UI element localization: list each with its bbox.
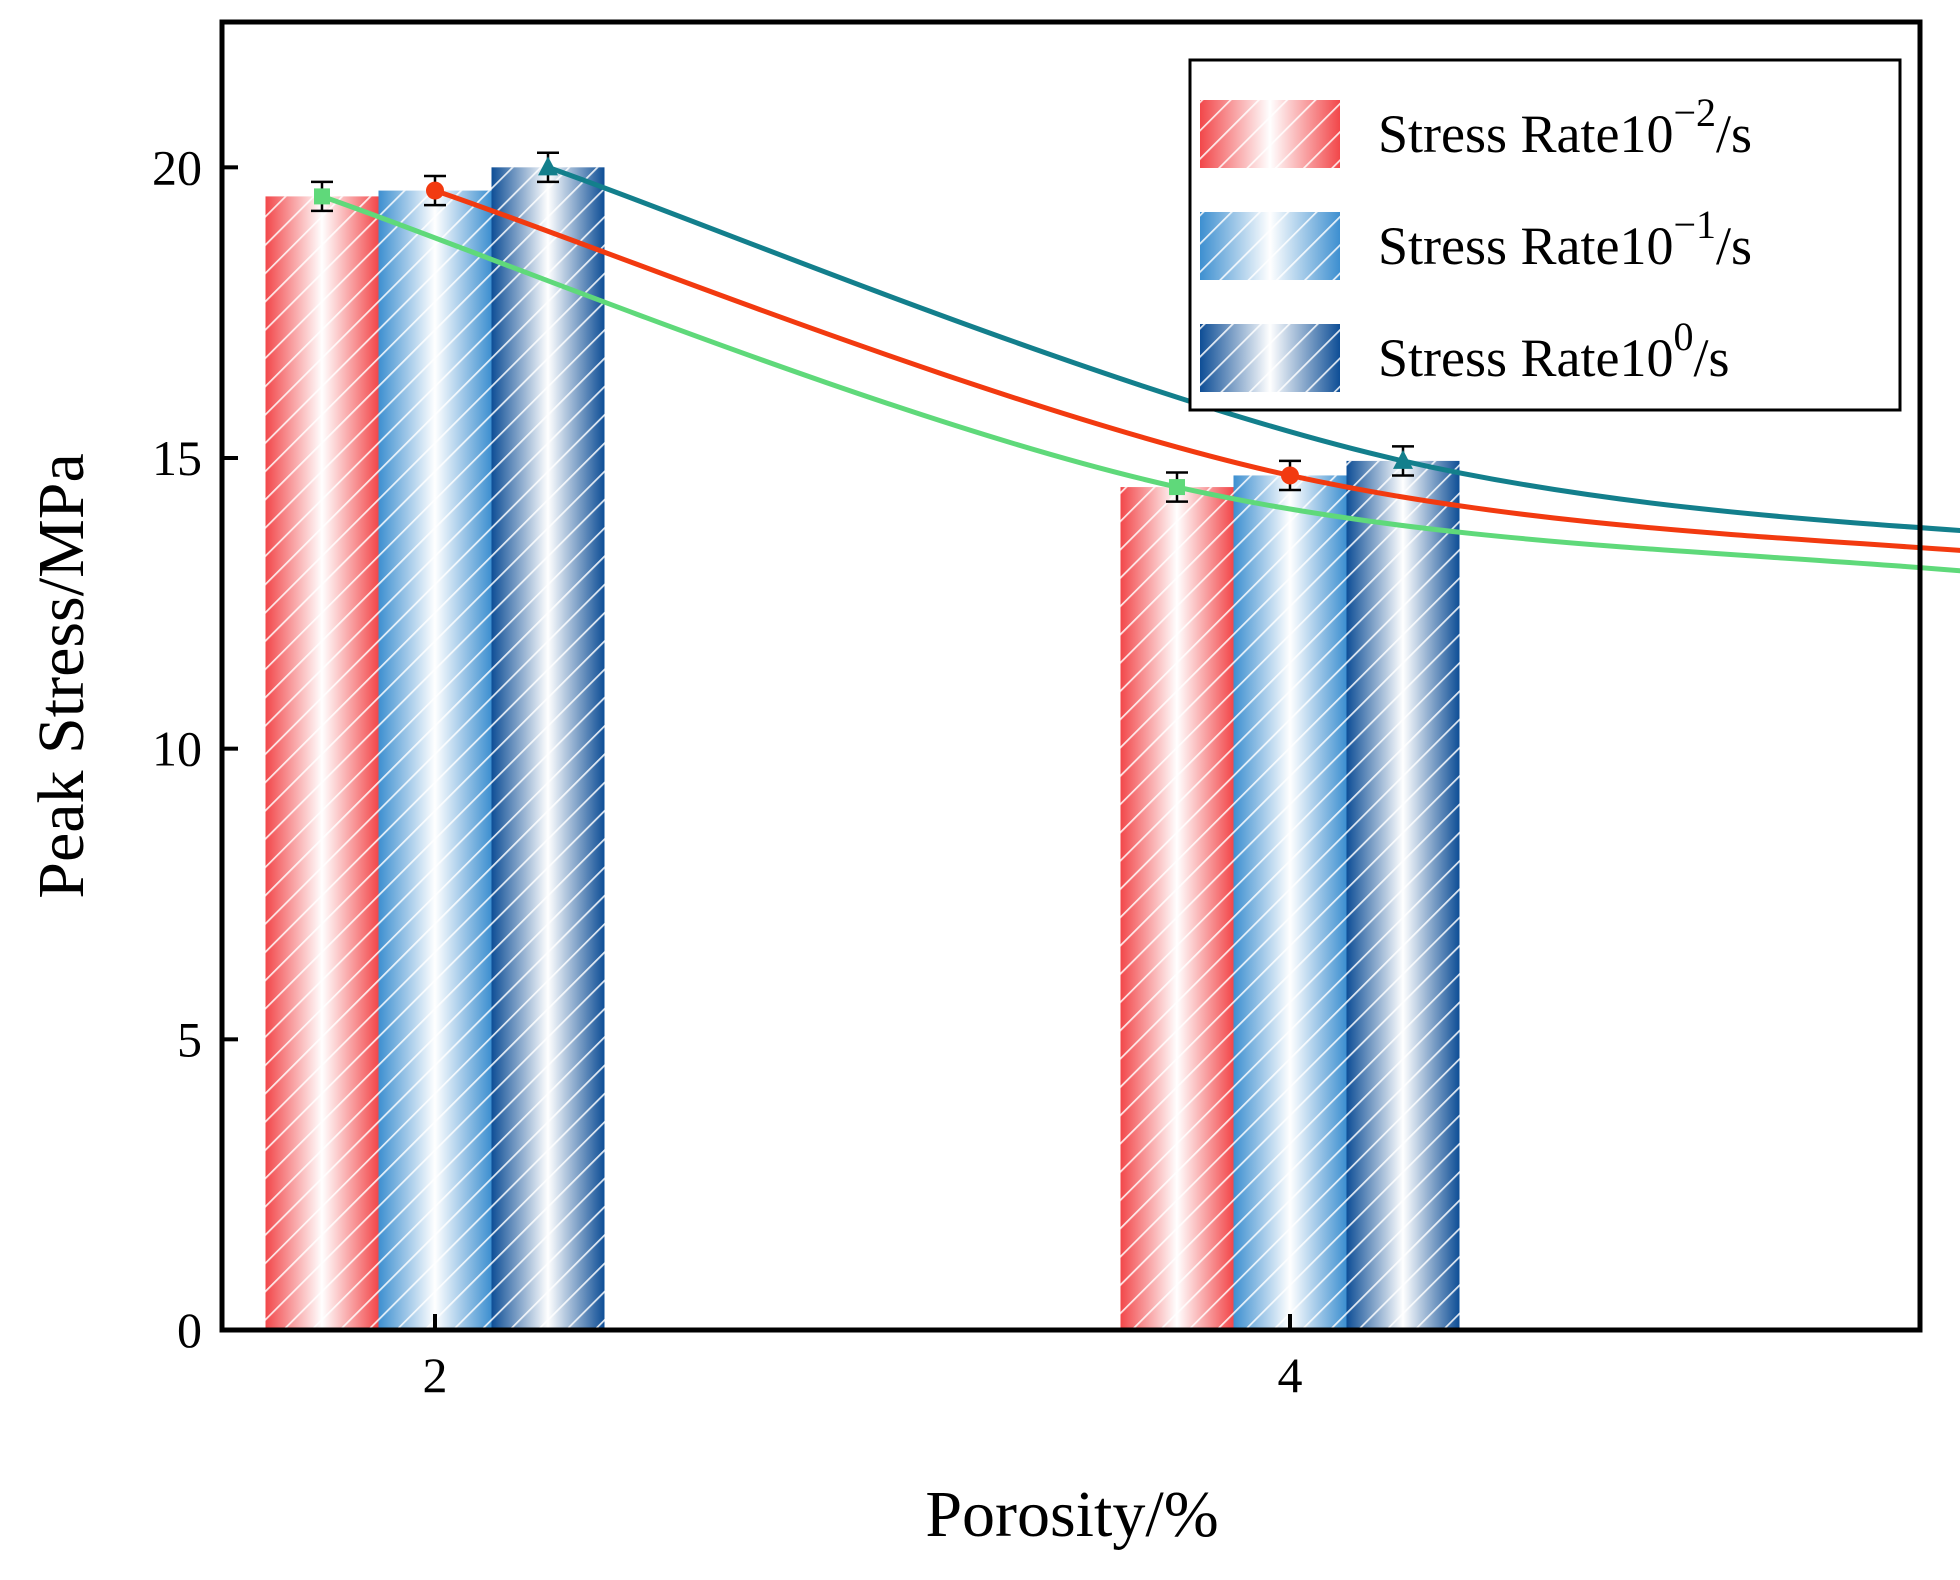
legend-swatch-hatch-s1 [1200,100,1340,168]
x-tick-label: 2 [423,1347,448,1403]
marker-s2-p2 [426,181,444,200]
bar-hatch-s3-p4 [1346,460,1460,1330]
marker-s3-p2 [538,156,558,176]
bar-hatch-s3-p2 [491,167,605,1330]
y-axis-title: Peak Stress/MPa [25,453,98,899]
trend-lines-layer [311,151,1960,574]
marker-s2-p4 [1281,466,1299,485]
marker-s3-p4 [1393,449,1413,469]
y-tick-label: 15 [152,430,202,486]
legend: Stress Rate10−2/s Stress Rate10−1/s Stress… [1188,58,1902,412]
legend-label-s3: Stress Rate100/s [1378,314,1730,388]
plot-frame [219,19,1923,1333]
y-tick-label: 10 [152,721,202,777]
legend-label-s1: Stress Rate10−2/s [1378,90,1752,164]
legend-swatch-hatch-s3 [1200,324,1340,392]
trend-line-s2 [434,188,1960,553]
y-tick-label: 20 [152,139,202,195]
axes-layer: 051015202468 [152,139,1303,1403]
marker-s1-p2 [314,188,330,205]
bar-hatch-s2-p2 [378,190,492,1330]
y-tick-label: 0 [177,1302,202,1358]
bar-hatch-s1-p2 [265,196,379,1330]
legend-swatch-hatch-s2 [1200,212,1340,280]
x-tick-label: 4 [1278,1347,1303,1403]
x-axis-title: Porosity/% [925,1478,1218,1551]
marker-s1-p4 [1169,479,1185,496]
bar-hatch-s1-p4 [1120,487,1234,1331]
trend-line-s1 [321,194,1960,574]
y-tick-label: 5 [177,1011,202,1067]
legend-label-s2: Stress Rate10−1/s [1378,202,1752,276]
trend-line-s3 [547,164,1960,534]
bars-layer [265,167,1460,1331]
bar-hatch-s2-p4 [1233,475,1347,1330]
